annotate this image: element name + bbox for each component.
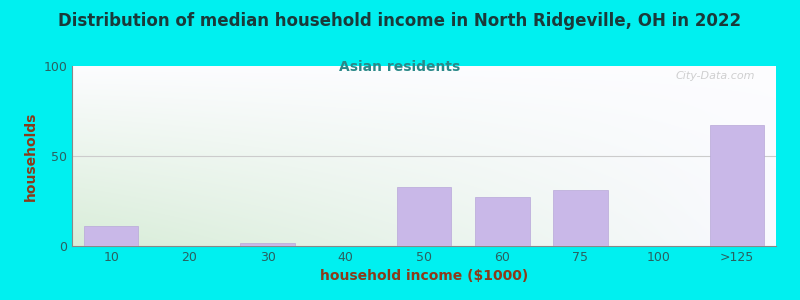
X-axis label: household income ($1000): household income ($1000): [320, 269, 528, 284]
Y-axis label: households: households: [24, 111, 38, 201]
Bar: [240, 243, 295, 246]
Bar: [397, 187, 451, 246]
Text: Distribution of median household income in North Ridgeville, OH in 2022: Distribution of median household income …: [58, 12, 742, 30]
Bar: [475, 197, 530, 246]
Text: Asian residents: Asian residents: [339, 60, 461, 74]
Bar: [553, 190, 608, 246]
Bar: [84, 226, 138, 246]
Bar: [710, 125, 764, 246]
Text: City-Data.com: City-Data.com: [675, 71, 755, 81]
